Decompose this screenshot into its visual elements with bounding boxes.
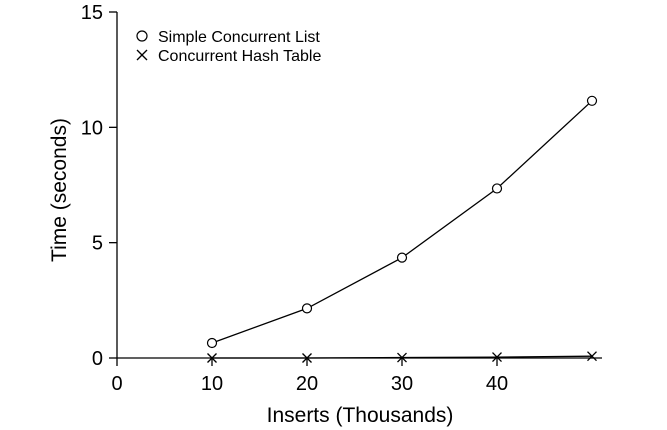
legend-label: Simple Concurrent List (158, 29, 320, 46)
data-point-x (302, 353, 312, 363)
x-marker-stroke (397, 352, 407, 363)
x-tick-label: 0 (111, 373, 122, 395)
data-point-x (207, 353, 217, 363)
data-point-circle (396, 252, 408, 263)
x-marker-stroke (492, 352, 502, 363)
legend-label: Concurrent Hash Table (158, 48, 321, 65)
x-marker-stroke (136, 49, 148, 61)
series-layer (206, 95, 598, 363)
y-tick-label: 5 (92, 233, 103, 255)
x-axis-ticks: 0 10 20 30 40 (111, 358, 508, 395)
data-point-circle (586, 95, 598, 106)
data-point-x (397, 352, 407, 363)
y-axis-label: Time (seconds) (48, 118, 71, 262)
x-marker-stroke (207, 353, 217, 363)
x-tick-label: 20 (296, 373, 318, 395)
x-tick-label: 40 (486, 373, 508, 395)
legend: Simple Concurrent List Concurrent Hash Ta… (136, 29, 321, 65)
data-point-x (492, 352, 502, 363)
y-axis-ticks: 0 5 10 15 (81, 2, 117, 370)
data-point-circle (491, 183, 503, 194)
data-point-circle (206, 337, 218, 349)
y-tick-label: 15 (81, 2, 103, 24)
x-tick-label: 10 (201, 373, 223, 395)
data-point-circle (301, 303, 313, 314)
x-tick-label: 30 (391, 373, 413, 395)
y-tick-label: 10 (81, 117, 103, 139)
data-point-x (587, 351, 597, 362)
x-axis-label: Inserts (Thousands) (267, 404, 454, 427)
series-line-list (211, 100, 593, 344)
legend-x-icon (136, 49, 148, 61)
x-marker-stroke (302, 353, 312, 363)
legend-circle-icon (136, 30, 148, 42)
y-tick-label: 0 (92, 348, 103, 370)
x-marker-stroke (587, 351, 597, 362)
